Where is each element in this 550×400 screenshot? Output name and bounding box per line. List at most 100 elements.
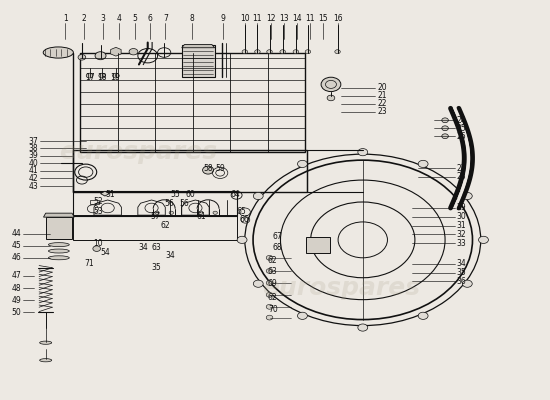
Text: 62: 62 (268, 293, 278, 302)
Circle shape (266, 292, 273, 297)
Circle shape (327, 95, 335, 101)
Circle shape (129, 48, 138, 55)
Text: 52: 52 (94, 198, 103, 206)
Text: 40: 40 (29, 159, 38, 168)
Text: 56: 56 (165, 199, 174, 208)
Text: 35: 35 (152, 263, 161, 272)
Circle shape (298, 160, 307, 168)
Text: 24: 24 (456, 116, 466, 125)
Text: 15: 15 (318, 14, 328, 23)
Circle shape (266, 304, 273, 309)
Text: 19: 19 (110, 73, 119, 82)
Circle shape (358, 324, 368, 331)
Text: 66: 66 (239, 215, 249, 224)
Circle shape (255, 50, 260, 54)
Text: 57: 57 (151, 212, 160, 221)
Text: 28: 28 (457, 172, 466, 181)
Text: 34: 34 (139, 242, 148, 252)
Text: 8: 8 (189, 14, 194, 23)
Text: 21: 21 (377, 91, 387, 100)
Text: eurospares: eurospares (59, 140, 217, 164)
Text: 29: 29 (456, 204, 466, 212)
Circle shape (298, 312, 307, 319)
Text: 47: 47 (11, 271, 21, 280)
Text: 14: 14 (292, 14, 302, 23)
Ellipse shape (40, 359, 52, 362)
Text: eurospares: eurospares (262, 276, 420, 300)
Circle shape (169, 211, 173, 214)
Circle shape (99, 73, 106, 78)
Text: 59: 59 (215, 164, 225, 174)
Text: 17: 17 (85, 73, 95, 82)
Text: 9: 9 (221, 14, 225, 23)
Text: 22: 22 (377, 99, 387, 108)
Text: 64: 64 (230, 190, 240, 198)
Ellipse shape (48, 243, 69, 247)
Circle shape (78, 54, 86, 60)
Text: 67: 67 (273, 232, 283, 241)
Text: 38: 38 (29, 144, 38, 153)
Text: 55: 55 (170, 190, 180, 198)
Text: 62: 62 (161, 222, 170, 230)
Text: 26: 26 (456, 132, 466, 141)
Circle shape (266, 256, 273, 260)
Circle shape (213, 211, 217, 214)
Text: 44: 44 (11, 229, 21, 238)
Text: 31: 31 (456, 221, 466, 230)
Text: 10: 10 (240, 14, 250, 23)
Text: 39: 39 (29, 151, 38, 160)
Polygon shape (182, 44, 214, 77)
Text: 68: 68 (273, 242, 283, 252)
Circle shape (418, 312, 428, 319)
Circle shape (199, 211, 203, 214)
Text: 34: 34 (456, 259, 466, 268)
Text: 63: 63 (152, 242, 161, 252)
Circle shape (442, 118, 448, 123)
Text: 63: 63 (268, 267, 278, 276)
Circle shape (463, 280, 472, 287)
Polygon shape (306, 237, 330, 253)
Text: 3: 3 (100, 14, 105, 23)
Text: 45: 45 (11, 241, 21, 250)
Circle shape (95, 52, 106, 60)
Text: 7: 7 (163, 14, 168, 23)
Circle shape (321, 77, 341, 92)
Text: 41: 41 (29, 166, 38, 176)
Text: 5: 5 (133, 14, 138, 23)
Circle shape (305, 50, 311, 54)
Polygon shape (101, 191, 109, 196)
Text: 6: 6 (147, 14, 152, 23)
Circle shape (418, 160, 428, 168)
Circle shape (463, 192, 472, 200)
Circle shape (254, 280, 263, 287)
Text: 4: 4 (117, 14, 122, 23)
Text: 2: 2 (82, 14, 86, 23)
Text: 20: 20 (377, 83, 387, 92)
Circle shape (237, 236, 247, 244)
Text: 27: 27 (456, 164, 466, 173)
Text: 46: 46 (11, 253, 21, 262)
Text: 25: 25 (456, 124, 466, 133)
Circle shape (266, 280, 273, 285)
Text: 65: 65 (236, 207, 246, 216)
Text: 12: 12 (266, 14, 276, 23)
Text: 36: 36 (456, 277, 466, 286)
Ellipse shape (40, 341, 52, 344)
Text: 30: 30 (456, 212, 466, 221)
Text: 58: 58 (204, 164, 213, 174)
Ellipse shape (43, 47, 73, 58)
Circle shape (113, 73, 119, 78)
Text: 33: 33 (456, 238, 466, 248)
Circle shape (242, 50, 248, 54)
Text: 43: 43 (29, 182, 38, 190)
Circle shape (254, 192, 263, 200)
Text: 62: 62 (268, 256, 278, 265)
Text: 1: 1 (63, 14, 68, 23)
Circle shape (266, 268, 273, 273)
Circle shape (442, 126, 448, 131)
Polygon shape (182, 44, 214, 48)
Polygon shape (111, 47, 121, 56)
Circle shape (202, 166, 213, 174)
Ellipse shape (48, 256, 69, 260)
Circle shape (155, 211, 160, 214)
